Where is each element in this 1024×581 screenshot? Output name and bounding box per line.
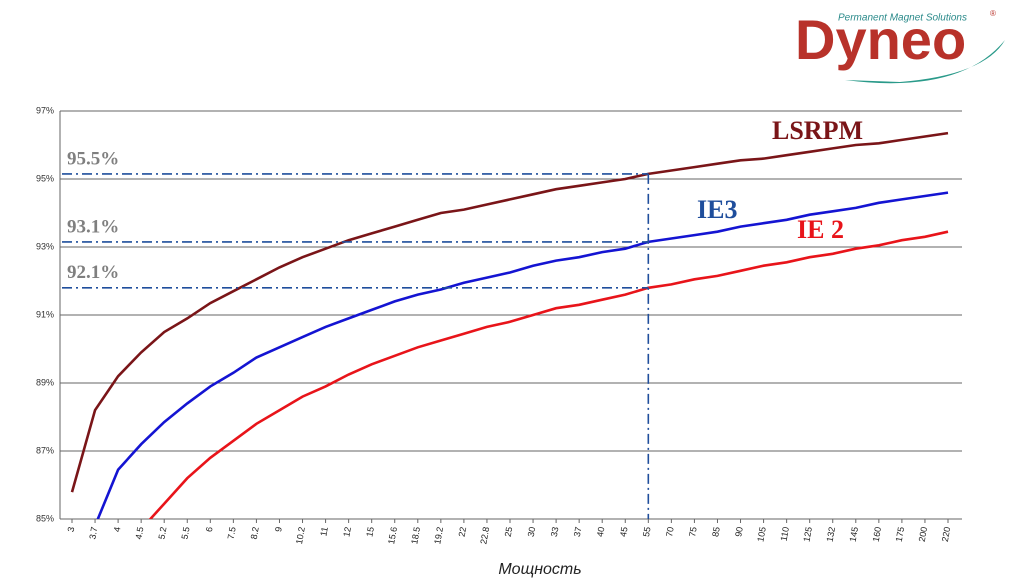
- x-tick-label: 22: [457, 526, 469, 538]
- y-tick-label: 87%: [36, 445, 54, 455]
- x-tick-label: 125: [802, 526, 814, 543]
- x-tick-label: 3.7: [87, 526, 99, 540]
- series-line: [70, 131, 949, 493]
- x-tick-label: 45: [618, 526, 630, 538]
- x-tick-label: 33: [549, 526, 561, 538]
- x-tick-label: 18.5: [409, 526, 422, 545]
- x-tick-label: 9: [273, 526, 284, 533]
- y-tick-label: 85%: [36, 513, 54, 523]
- x-tick-label: 37: [572, 526, 584, 538]
- series-line: [96, 191, 949, 519]
- x-tick-label: 85: [710, 526, 722, 538]
- series-label: LSRPM: [772, 116, 863, 145]
- x-tick-label: 4.5: [133, 526, 145, 540]
- y-tick-label: 97%: [36, 105, 54, 115]
- x-tick-label: 25: [503, 526, 515, 538]
- series-label: IE3: [697, 195, 737, 224]
- y-tick-label: 95%: [36, 173, 54, 183]
- x-axis-label: Мощность: [498, 561, 581, 578]
- x-tick-label: 110: [779, 526, 791, 542]
- x-tick-label: 22.8: [478, 526, 491, 545]
- x-tick-label: 5.2: [156, 526, 168, 540]
- x-tick-label: 7.5: [226, 526, 238, 540]
- annotation: 92.1%: [67, 262, 119, 283]
- logo-name: Dyneo: [795, 8, 966, 71]
- series-line: [148, 230, 949, 519]
- y-tick-label: 93%: [36, 241, 54, 251]
- x-tick-label: 8.2: [249, 526, 261, 540]
- x-tick-label: 19.2: [432, 526, 445, 545]
- series-label: IE 2: [797, 215, 844, 244]
- x-tick-label: 15.6: [386, 526, 399, 545]
- x-tick-label: 15: [364, 526, 376, 538]
- x-tick-label: 5.5: [180, 526, 192, 540]
- x-tick-label: 4: [112, 526, 123, 533]
- logo-mark: ®: [990, 9, 996, 18]
- x-tick-label: 200: [917, 526, 929, 543]
- x-tick-label: 145: [848, 526, 860, 543]
- y-tick-label: 89%: [36, 377, 54, 387]
- plot-area: [70, 131, 949, 519]
- x-tick-label: 220: [940, 526, 952, 543]
- x-tick-label: 70: [664, 526, 676, 538]
- x-tick-label: 75: [687, 526, 699, 538]
- x-tick-label: 6: [204, 526, 215, 533]
- x-tick-label: 55: [641, 526, 653, 538]
- logo-tagline: Permanent Magnet Solutions: [838, 13, 967, 24]
- x-tick-label: 90: [733, 526, 745, 538]
- x-tick-label: 12: [341, 526, 353, 538]
- x-tick-label: 175: [894, 526, 906, 543]
- annotation: 93.1%: [67, 216, 119, 237]
- y-tick-label: 91%: [36, 309, 54, 319]
- logo: Permanent Magnet Solutions Dyneo ®: [795, 8, 1005, 84]
- annotation: 95.5%: [67, 148, 119, 169]
- x-tick-label: 132: [825, 526, 837, 543]
- x-tick-label: 160: [871, 526, 883, 543]
- x-tick-label: 40: [595, 526, 607, 538]
- x-tick-label: 11: [318, 526, 329, 537]
- x-tick-label: 30: [526, 526, 538, 538]
- x-tick-label: 10.2: [294, 526, 307, 545]
- x-tick-label: 105: [755, 526, 767, 543]
- x-tick-label: 3: [66, 526, 77, 533]
